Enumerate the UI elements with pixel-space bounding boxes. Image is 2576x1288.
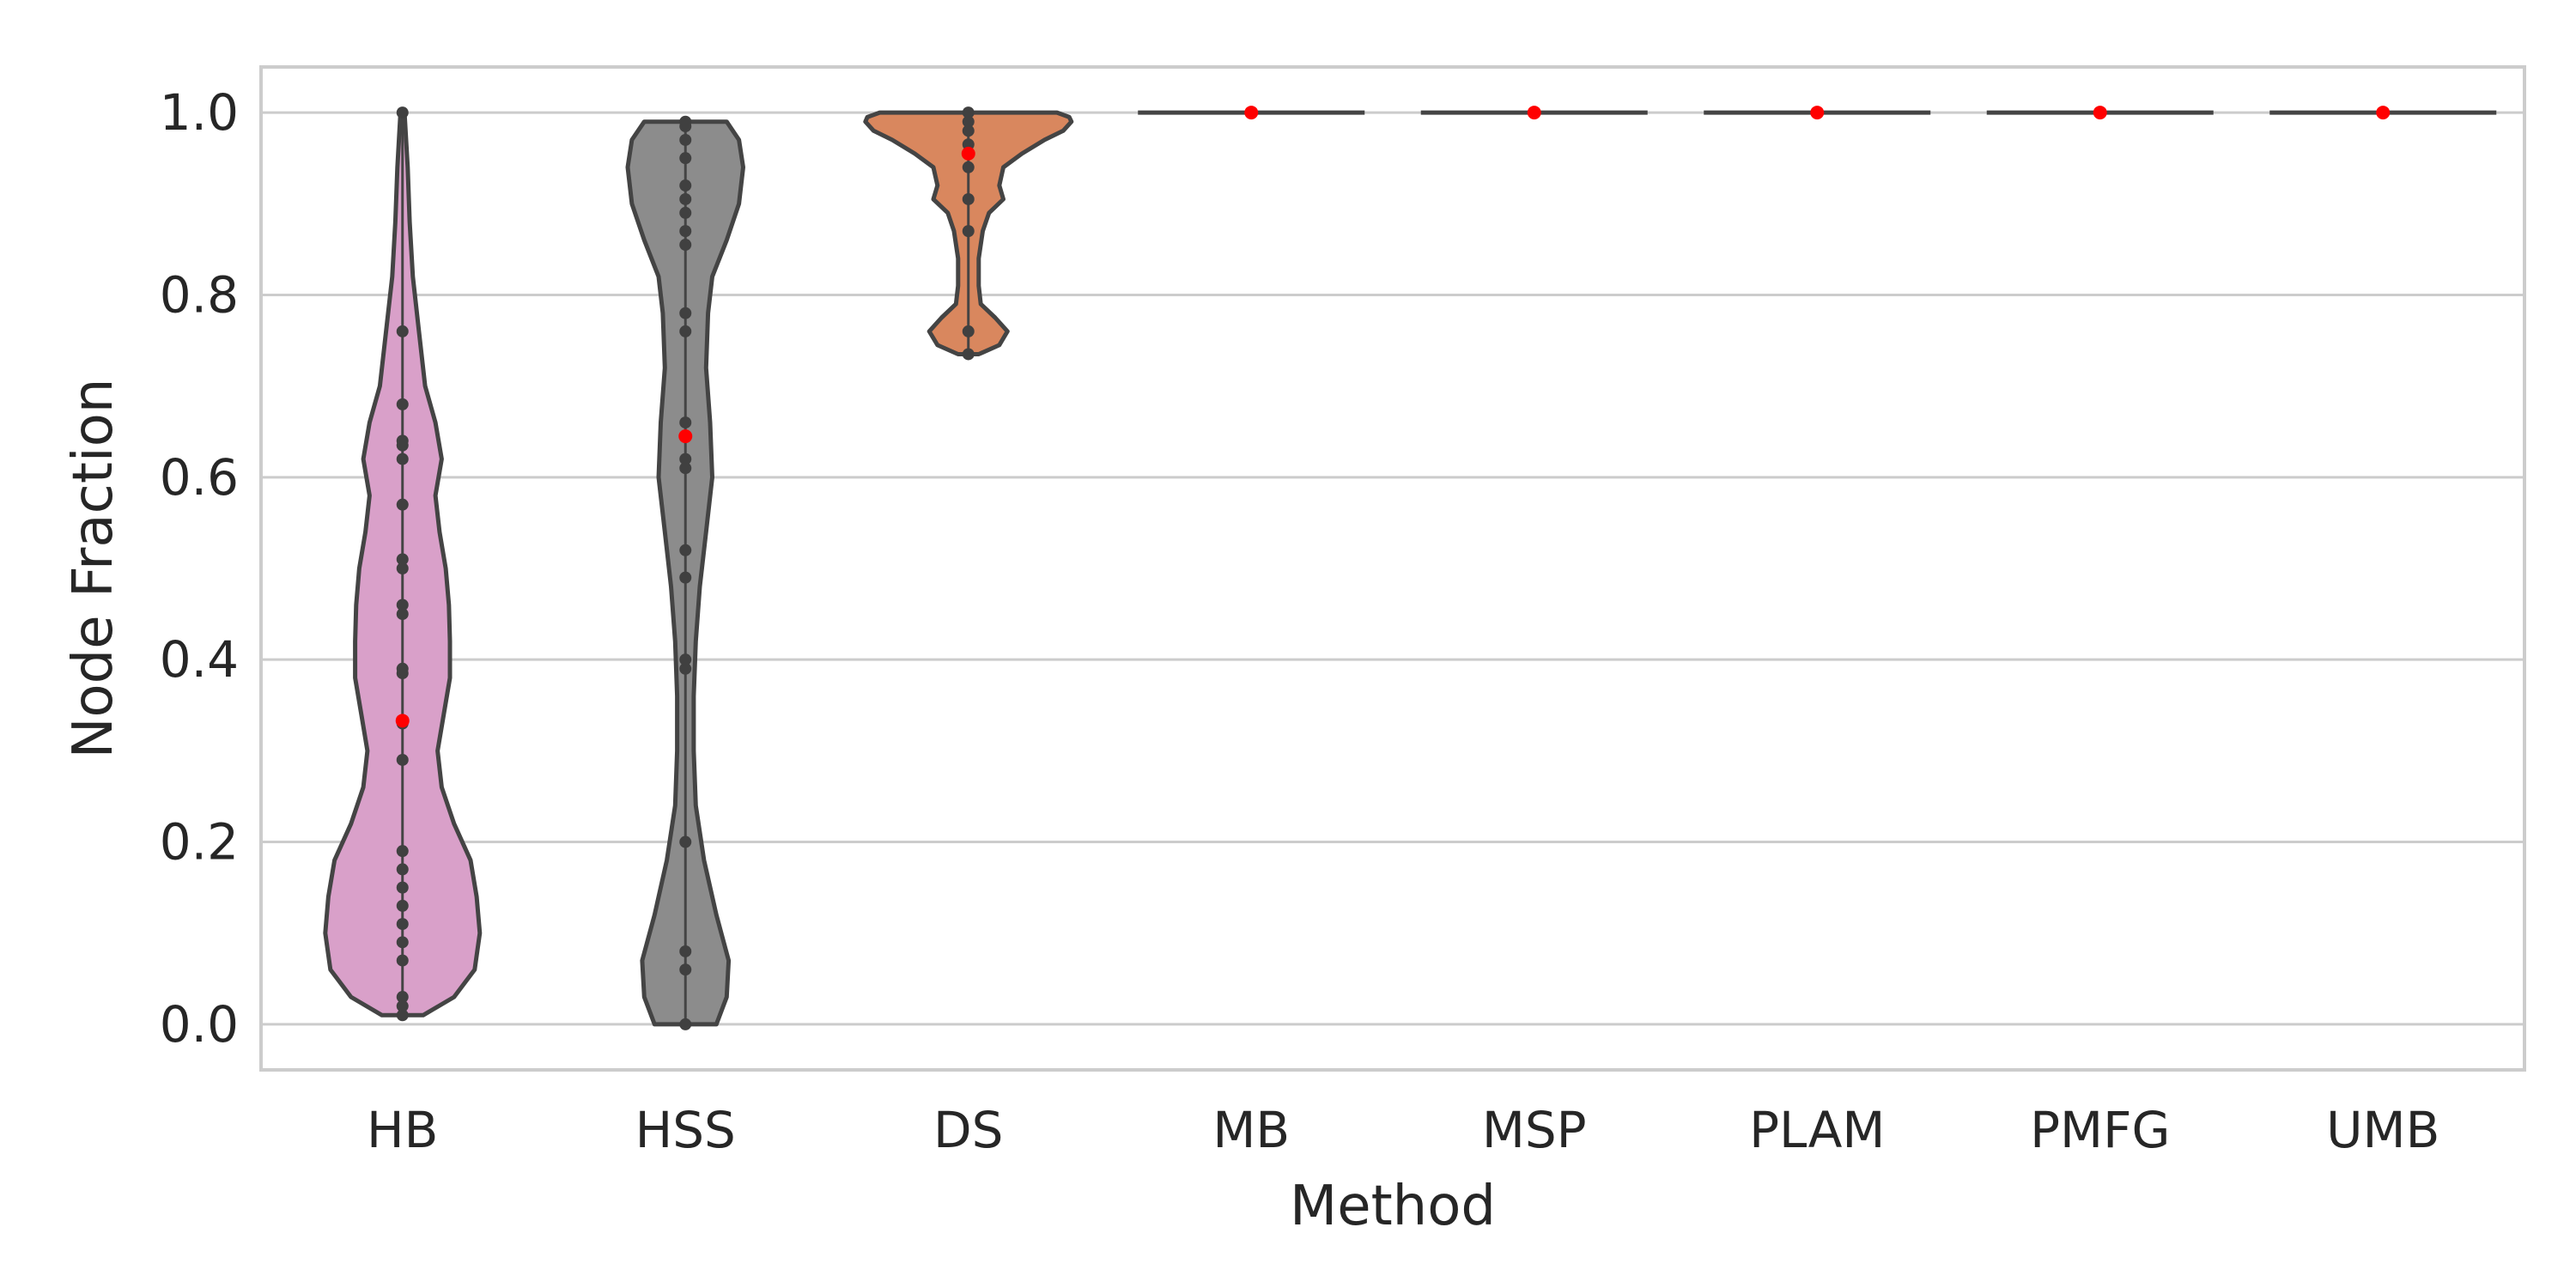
violin-hb (323, 106, 483, 1022)
data-point (679, 963, 692, 976)
data-point (679, 192, 692, 205)
data-point (396, 106, 409, 119)
median-marker (2093, 106, 2107, 120)
data-point (679, 325, 692, 337)
data-point (962, 348, 975, 361)
data-point (679, 1018, 692, 1030)
data-point (396, 553, 409, 566)
data-point (396, 918, 409, 931)
x-tick-label: HSS (635, 1101, 736, 1159)
data-point (396, 863, 409, 876)
data-point (962, 115, 975, 128)
data-point (679, 653, 692, 666)
data-point (396, 325, 409, 337)
violin-umb (2269, 106, 2497, 120)
data-point (679, 225, 692, 238)
data-point (679, 115, 692, 128)
data-point (679, 945, 692, 957)
data-point (396, 899, 409, 912)
data-point (679, 571, 692, 584)
data-point (679, 307, 692, 319)
data-point (962, 225, 975, 238)
data-point (962, 325, 975, 337)
violins (323, 106, 2497, 1030)
data-point (679, 152, 692, 165)
grid-lines (261, 111, 2524, 1026)
violin-hss (625, 115, 745, 1030)
data-point (679, 835, 692, 848)
data-point (396, 991, 409, 1004)
data-point (396, 398, 409, 410)
data-point (396, 453, 409, 465)
data-point (396, 562, 409, 574)
data-point (396, 434, 409, 447)
median-marker (961, 146, 975, 161)
x-tick-label: DS (933, 1101, 1003, 1159)
violin-pmfg (1986, 106, 2214, 120)
data-point (962, 106, 975, 119)
y-tick-label: 0.8 (160, 265, 239, 324)
data-point (679, 544, 692, 556)
violin-mb (1138, 106, 1365, 120)
median-marker (2376, 106, 2391, 120)
x-tick-label: MB (1212, 1101, 1290, 1159)
data-point (679, 239, 692, 252)
y-tick-label: 0.4 (160, 630, 239, 689)
data-point (396, 1009, 409, 1022)
median-marker (1810, 106, 1825, 120)
data-point (962, 192, 975, 205)
data-point (679, 206, 692, 219)
y-tick-label: 0.6 (160, 448, 239, 507)
y-tick-label: 1.0 (160, 83, 239, 142)
y-tick-label: 0.2 (160, 813, 239, 872)
x-tick-label: MSP (1482, 1101, 1587, 1159)
data-point (679, 462, 692, 475)
data-point (396, 999, 409, 1012)
data-point (396, 936, 409, 949)
y-tick-labels: 0.0 0.2 0.4 0.6 0.8 1.0 (160, 83, 239, 1054)
median-marker (1244, 106, 1259, 120)
data-point (396, 881, 409, 894)
plot-frame (259, 65, 2526, 1072)
data-point (679, 179, 692, 192)
y-axis-title: Node Fraction (62, 379, 125, 759)
violin-msp (1420, 106, 1648, 120)
data-point (679, 662, 692, 675)
x-tick-label: UMB (2326, 1101, 2439, 1159)
data-point (396, 662, 409, 675)
data-point (396, 598, 409, 611)
violin-plam (1704, 106, 1931, 120)
data-point (962, 125, 975, 137)
x-tick-label: PMFG (2030, 1101, 2170, 1159)
data-point (396, 954, 409, 967)
x-tick-label: PLAM (1749, 1101, 1885, 1159)
data-point (396, 608, 409, 621)
data-point (679, 453, 692, 465)
violin-ds (863, 106, 1074, 361)
x-tick-label: HB (367, 1101, 438, 1159)
data-point (396, 753, 409, 766)
median-marker (1527, 106, 1541, 120)
data-point (396, 498, 409, 511)
y-tick-label: 0.0 (160, 995, 239, 1054)
median-marker (678, 429, 693, 444)
data-point (679, 416, 692, 429)
x-axis-title: Method (1290, 1175, 1496, 1238)
data-point (679, 133, 692, 146)
x-tick-labels: HB HSS DS MB MSP PLAM PMFG UMB (367, 1101, 2439, 1159)
data-point (962, 161, 975, 173)
data-point (396, 845, 409, 858)
median-marker (395, 714, 410, 728)
